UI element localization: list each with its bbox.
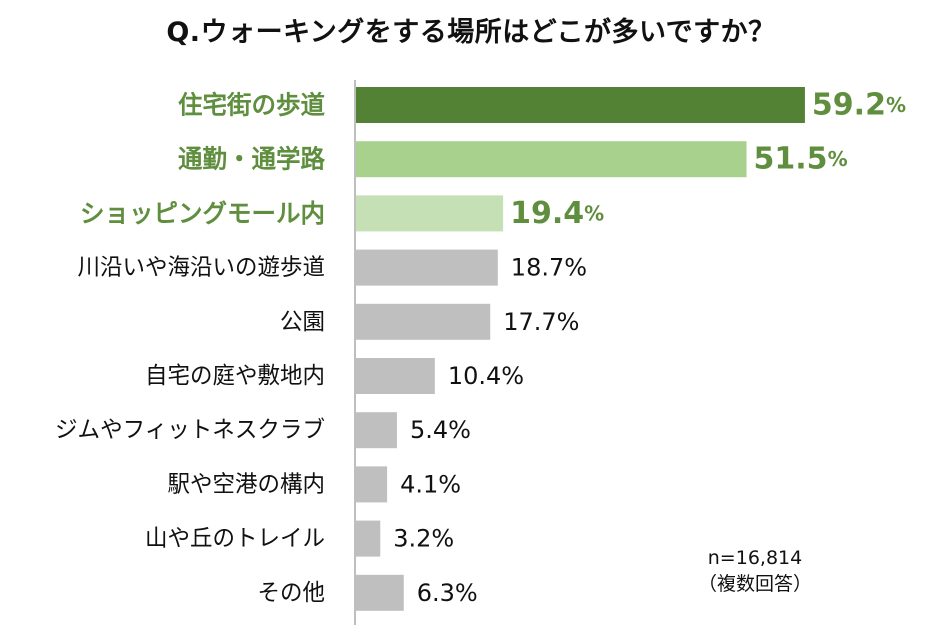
category-label-7: ジムやフィットネスクラブ: [55, 417, 325, 443]
value-label-10: 6.3%: [417, 579, 478, 607]
bar-1: [356, 87, 805, 123]
value-label-9: 3.2%: [393, 525, 454, 553]
value-label-4: 18.7%: [511, 254, 587, 282]
value-labels-group: 59.2% 51.5% 19.4% 18.7% 17.7% 10.4% 5.4% 4.1% 3.…: [393, 88, 906, 607]
category-labels-group: 住宅街の歩道通勤・通学路ショッピングモール内川沿いや海沿いの遊歩道公園自宅の庭や…: [55, 91, 326, 606]
category-label-1: 住宅街の歩道: [178, 91, 325, 120]
chart-title: Q.ウォーキングをする場所はどこが多いですか？: [166, 17, 776, 48]
bars-group: [356, 87, 805, 611]
sample-size-label: n=16,814: [707, 547, 803, 569]
sample-note: n=16,814 （複数回答）: [690, 545, 820, 597]
bar-7: [356, 412, 397, 449]
category-label-3: ショッピングモール内: [80, 199, 325, 228]
category-label-2: 通勤・通学路: [178, 145, 326, 174]
bar-6: [356, 358, 435, 394]
value-label-5: 17.7%: [503, 308, 579, 336]
category-label-9: 山や丘のトレイル: [145, 526, 325, 552]
bar-3: [356, 195, 504, 232]
answer-type-label: （複数回答）: [697, 573, 812, 595]
value-label-8: 4.1%: [400, 470, 461, 498]
category-label-6: 自宅の庭や敷地内: [145, 363, 325, 389]
value-label-6: 10.4%: [448, 362, 524, 390]
bar-8: [356, 466, 388, 503]
value-label-3: 19.4%: [510, 196, 604, 231]
category-label-4: 川沿いや海沿いの遊歩道: [78, 255, 326, 281]
bar-4: [356, 249, 498, 286]
value-label-7: 5.4%: [410, 416, 471, 444]
category-label-10: その他: [258, 580, 326, 606]
category-label-8: 駅や空港の構内: [168, 471, 326, 497]
bar-9: [356, 520, 381, 557]
bar-5: [356, 303, 491, 340]
bar-10: [356, 574, 404, 611]
value-label-2: 51.5%: [754, 142, 848, 177]
bar-2: [356, 141, 747, 178]
category-label-5: 公園: [280, 309, 325, 335]
value-label-1: 59.2%: [812, 88, 906, 123]
